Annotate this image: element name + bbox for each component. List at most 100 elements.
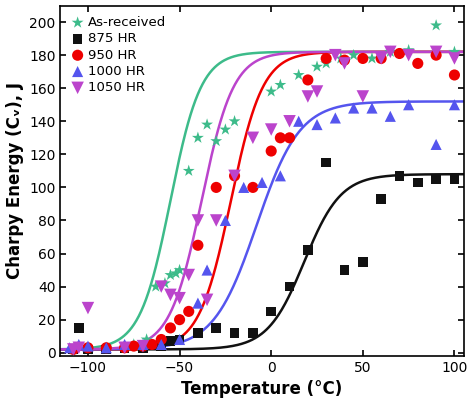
- 1050 HR: [405, 52, 412, 59]
- 1000 HR: [203, 267, 211, 273]
- As-received: [130, 341, 137, 348]
- 875 HR: [75, 325, 82, 331]
- As-received: [161, 280, 169, 286]
- 875 HR: [249, 330, 256, 336]
- 1050 HR: [304, 93, 311, 100]
- 1050 HR: [377, 55, 385, 62]
- 875 HR: [176, 336, 183, 343]
- 950 HR: [396, 50, 403, 57]
- 950 HR: [139, 343, 147, 349]
- 950 HR: [432, 52, 440, 59]
- 875 HR: [194, 330, 202, 336]
- 1000 HR: [102, 345, 110, 351]
- As-received: [185, 168, 192, 174]
- As-received: [143, 336, 150, 343]
- X-axis label: Temperature (°C): Temperature (°C): [182, 381, 343, 398]
- 875 HR: [359, 259, 366, 265]
- 1050 HR: [157, 283, 165, 290]
- As-received: [194, 135, 202, 141]
- 875 HR: [451, 176, 458, 182]
- As-received: [337, 55, 345, 62]
- 1000 HR: [368, 105, 376, 111]
- 1050 HR: [84, 305, 92, 311]
- 1050 HR: [75, 345, 82, 351]
- 1000 HR: [386, 113, 394, 120]
- 1050 HR: [249, 135, 256, 141]
- 950 HR: [359, 55, 366, 62]
- 1050 HR: [386, 48, 394, 55]
- 875 HR: [304, 247, 311, 253]
- 1000 HR: [405, 101, 412, 108]
- 1000 HR: [222, 217, 229, 224]
- 1000 HR: [451, 101, 458, 108]
- As-received: [267, 88, 275, 95]
- 950 HR: [231, 173, 238, 179]
- 875 HR: [414, 179, 421, 186]
- 875 HR: [432, 176, 440, 182]
- 1050 HR: [432, 48, 440, 55]
- 1050 HR: [185, 272, 192, 278]
- 1000 HR: [84, 343, 92, 349]
- 1050 HR: [167, 292, 174, 298]
- 950 HR: [414, 60, 421, 67]
- As-received: [172, 270, 180, 277]
- As-received: [276, 82, 284, 88]
- 950 HR: [148, 341, 156, 348]
- 950 HR: [84, 345, 92, 351]
- 1050 HR: [139, 343, 147, 349]
- As-received: [102, 345, 110, 351]
- 1000 HR: [258, 179, 266, 186]
- 1050 HR: [70, 346, 77, 353]
- 1000 HR: [276, 173, 284, 179]
- 950 HR: [157, 336, 165, 343]
- 1000 HR: [331, 115, 339, 121]
- 1050 HR: [331, 52, 339, 59]
- As-received: [167, 272, 174, 278]
- 950 HR: [176, 316, 183, 323]
- 1000 HR: [176, 336, 183, 343]
- 875 HR: [70, 346, 77, 353]
- 1050 HR: [359, 93, 366, 100]
- 1000 HR: [139, 341, 147, 348]
- 950 HR: [322, 55, 330, 62]
- As-received: [152, 283, 160, 290]
- 950 HR: [377, 55, 385, 62]
- 875 HR: [286, 283, 293, 290]
- As-received: [176, 267, 183, 273]
- 1050 HR: [203, 297, 211, 303]
- As-received: [212, 138, 220, 144]
- 1050 HR: [286, 118, 293, 124]
- 875 HR: [121, 345, 128, 351]
- As-received: [405, 47, 412, 53]
- 1000 HR: [157, 341, 165, 348]
- 875 HR: [102, 346, 110, 353]
- As-received: [84, 346, 92, 353]
- 1050 HR: [451, 55, 458, 62]
- 1050 HR: [176, 295, 183, 301]
- 1000 HR: [350, 105, 357, 111]
- 950 HR: [167, 325, 174, 331]
- 950 HR: [70, 346, 77, 353]
- 950 HR: [102, 345, 110, 351]
- 1000 HR: [432, 141, 440, 147]
- 1050 HR: [313, 88, 321, 95]
- 950 HR: [130, 343, 137, 349]
- 950 HR: [286, 135, 293, 141]
- As-received: [313, 63, 321, 70]
- 1000 HR: [75, 341, 82, 348]
- 950 HR: [276, 135, 284, 141]
- As-received: [222, 126, 229, 133]
- As-received: [451, 48, 458, 55]
- 950 HR: [341, 57, 348, 63]
- 1050 HR: [194, 217, 202, 224]
- 1000 HR: [295, 118, 302, 124]
- As-received: [368, 55, 376, 62]
- 875 HR: [377, 196, 385, 202]
- 1000 HR: [240, 184, 247, 191]
- 875 HR: [231, 330, 238, 336]
- 875 HR: [267, 308, 275, 315]
- 875 HR: [139, 345, 147, 351]
- 950 HR: [267, 148, 275, 154]
- As-received: [295, 72, 302, 78]
- 950 HR: [249, 184, 256, 191]
